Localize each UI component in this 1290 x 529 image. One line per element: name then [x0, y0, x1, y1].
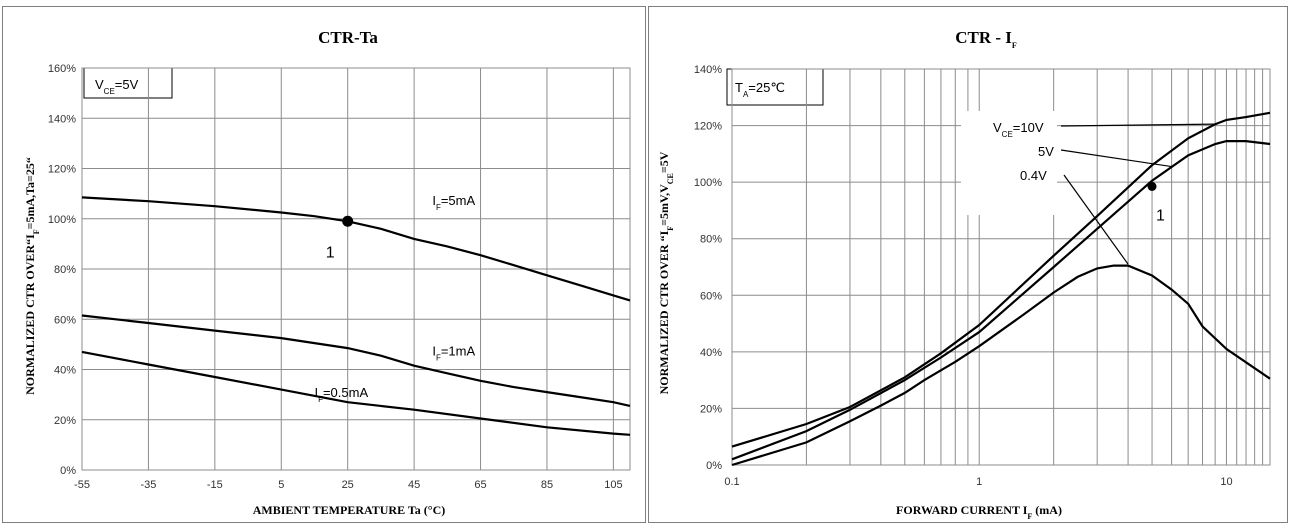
series-label: VCE=10V — [993, 120, 1044, 139]
series-label: IF=1mA — [432, 344, 475, 363]
x-tick-label: 0.1 — [724, 476, 739, 488]
series-label: 0.4V — [1020, 168, 1047, 183]
legend-background — [961, 111, 1057, 215]
series-leader-line — [1063, 174, 1129, 265]
reference-point-label: 1 — [326, 244, 335, 261]
plot-frame — [731, 68, 1271, 466]
y-tick-label: 140% — [48, 113, 76, 125]
reference-point — [342, 215, 354, 227]
series-label: IF=0.5mA — [314, 385, 368, 404]
y-axis-title: NORMALIZED CTR OVER“IF=5mA,Ta=25“ — [23, 157, 41, 395]
y-axis-title: NORMALIZED CTR OVER “IF=5mV,VCE=5V — [657, 151, 675, 394]
plot-area: 0.1 1 100%20%40%60%80%100%120%140%VCE=10V5… — [694, 64, 1271, 488]
y-tick-label: 120% — [48, 164, 76, 176]
chart-title: CTR - IF — [955, 28, 1017, 50]
x-tick-label: -15 — [207, 479, 223, 491]
y-tick-label: 160% — [48, 63, 76, 75]
x-tick-label: 1 — [976, 476, 982, 488]
y-tick-label: 100% — [48, 214, 76, 226]
plot-area: -55 -35 -15 5 25 45 65 85 105 0% 20% 40% 60% 80% 100% 1… — [48, 63, 631, 491]
series-line-5v — [731, 140, 1271, 461]
x-tick-label: -35 — [140, 479, 156, 491]
y-tick-label: 60% — [700, 290, 722, 302]
series-line-if-1ma — [81, 314, 631, 407]
x-axis-title: AMBIENT TEMPERATURE Ta (°C) — [253, 503, 446, 517]
y-tick-label: 120% — [694, 121, 722, 133]
x-tick-label: 65 — [474, 479, 486, 491]
reference-point — [1147, 181, 1157, 191]
series-line-0-4v — [731, 264, 1271, 467]
series-line-if-5ma — [81, 196, 631, 302]
y-tick-label: 100% — [694, 177, 722, 189]
ctr-if-chart-panel: CTR - IF FORWARD CURRENT IF (mA) NORMALI… — [648, 6, 1288, 523]
condition-box — [726, 68, 824, 106]
reference-point-label: 1 — [1156, 207, 1165, 224]
series-leader-line — [1060, 123, 1216, 127]
series-label: IF=5mA — [432, 193, 475, 212]
x-tick-label: 10 — [1220, 476, 1232, 488]
series-line-if-0-5ma — [81, 350, 631, 436]
y-tick-label: 140% — [694, 64, 722, 76]
series-label: 5V — [1038, 144, 1054, 159]
y-tick-label: 40% — [700, 347, 722, 359]
x-tick-label: 45 — [408, 479, 420, 491]
y-tick-label: 80% — [700, 234, 722, 246]
series-line-vce-10v — [731, 111, 1271, 448]
condition-label: TA=25℃ — [735, 80, 785, 99]
ctr-ta-chart: CTR-Ta AMBIENT TEMPERATURE Ta (°C) NORMA… — [23, 28, 631, 517]
condition-box — [83, 67, 173, 99]
y-tick-label: 20% — [700, 403, 722, 415]
x-tick-label: 5 — [278, 479, 284, 491]
ctr-ta-chart-panel: CTR-Ta AMBIENT TEMPERATURE Ta (°C) NORMA… — [2, 6, 646, 523]
series-leader-line — [1060, 149, 1172, 168]
x-axis-title: FORWARD CURRENT IF (mA) — [896, 503, 1062, 521]
condition-label: VCE=5V — [95, 77, 139, 96]
x-tick-label: 105 — [604, 479, 622, 491]
chart-title: CTR-Ta — [318, 28, 378, 47]
y-tick-label: 0% — [706, 460, 722, 472]
y-tick-label: 80% — [54, 264, 76, 276]
x-tick-label: 25 — [342, 479, 354, 491]
x-tick-label: 85 — [541, 479, 553, 491]
x-tick-label: -55 — [74, 479, 90, 491]
ctr-if-chart: CTR - IF FORWARD CURRENT IF (mA) NORMALI… — [657, 28, 1271, 521]
y-tick-label: 20% — [54, 415, 76, 427]
y-tick-label: 40% — [54, 365, 76, 377]
y-tick-label: 60% — [54, 314, 76, 326]
plot-frame — [81, 67, 631, 471]
y-tick-label: 0% — [60, 465, 76, 477]
